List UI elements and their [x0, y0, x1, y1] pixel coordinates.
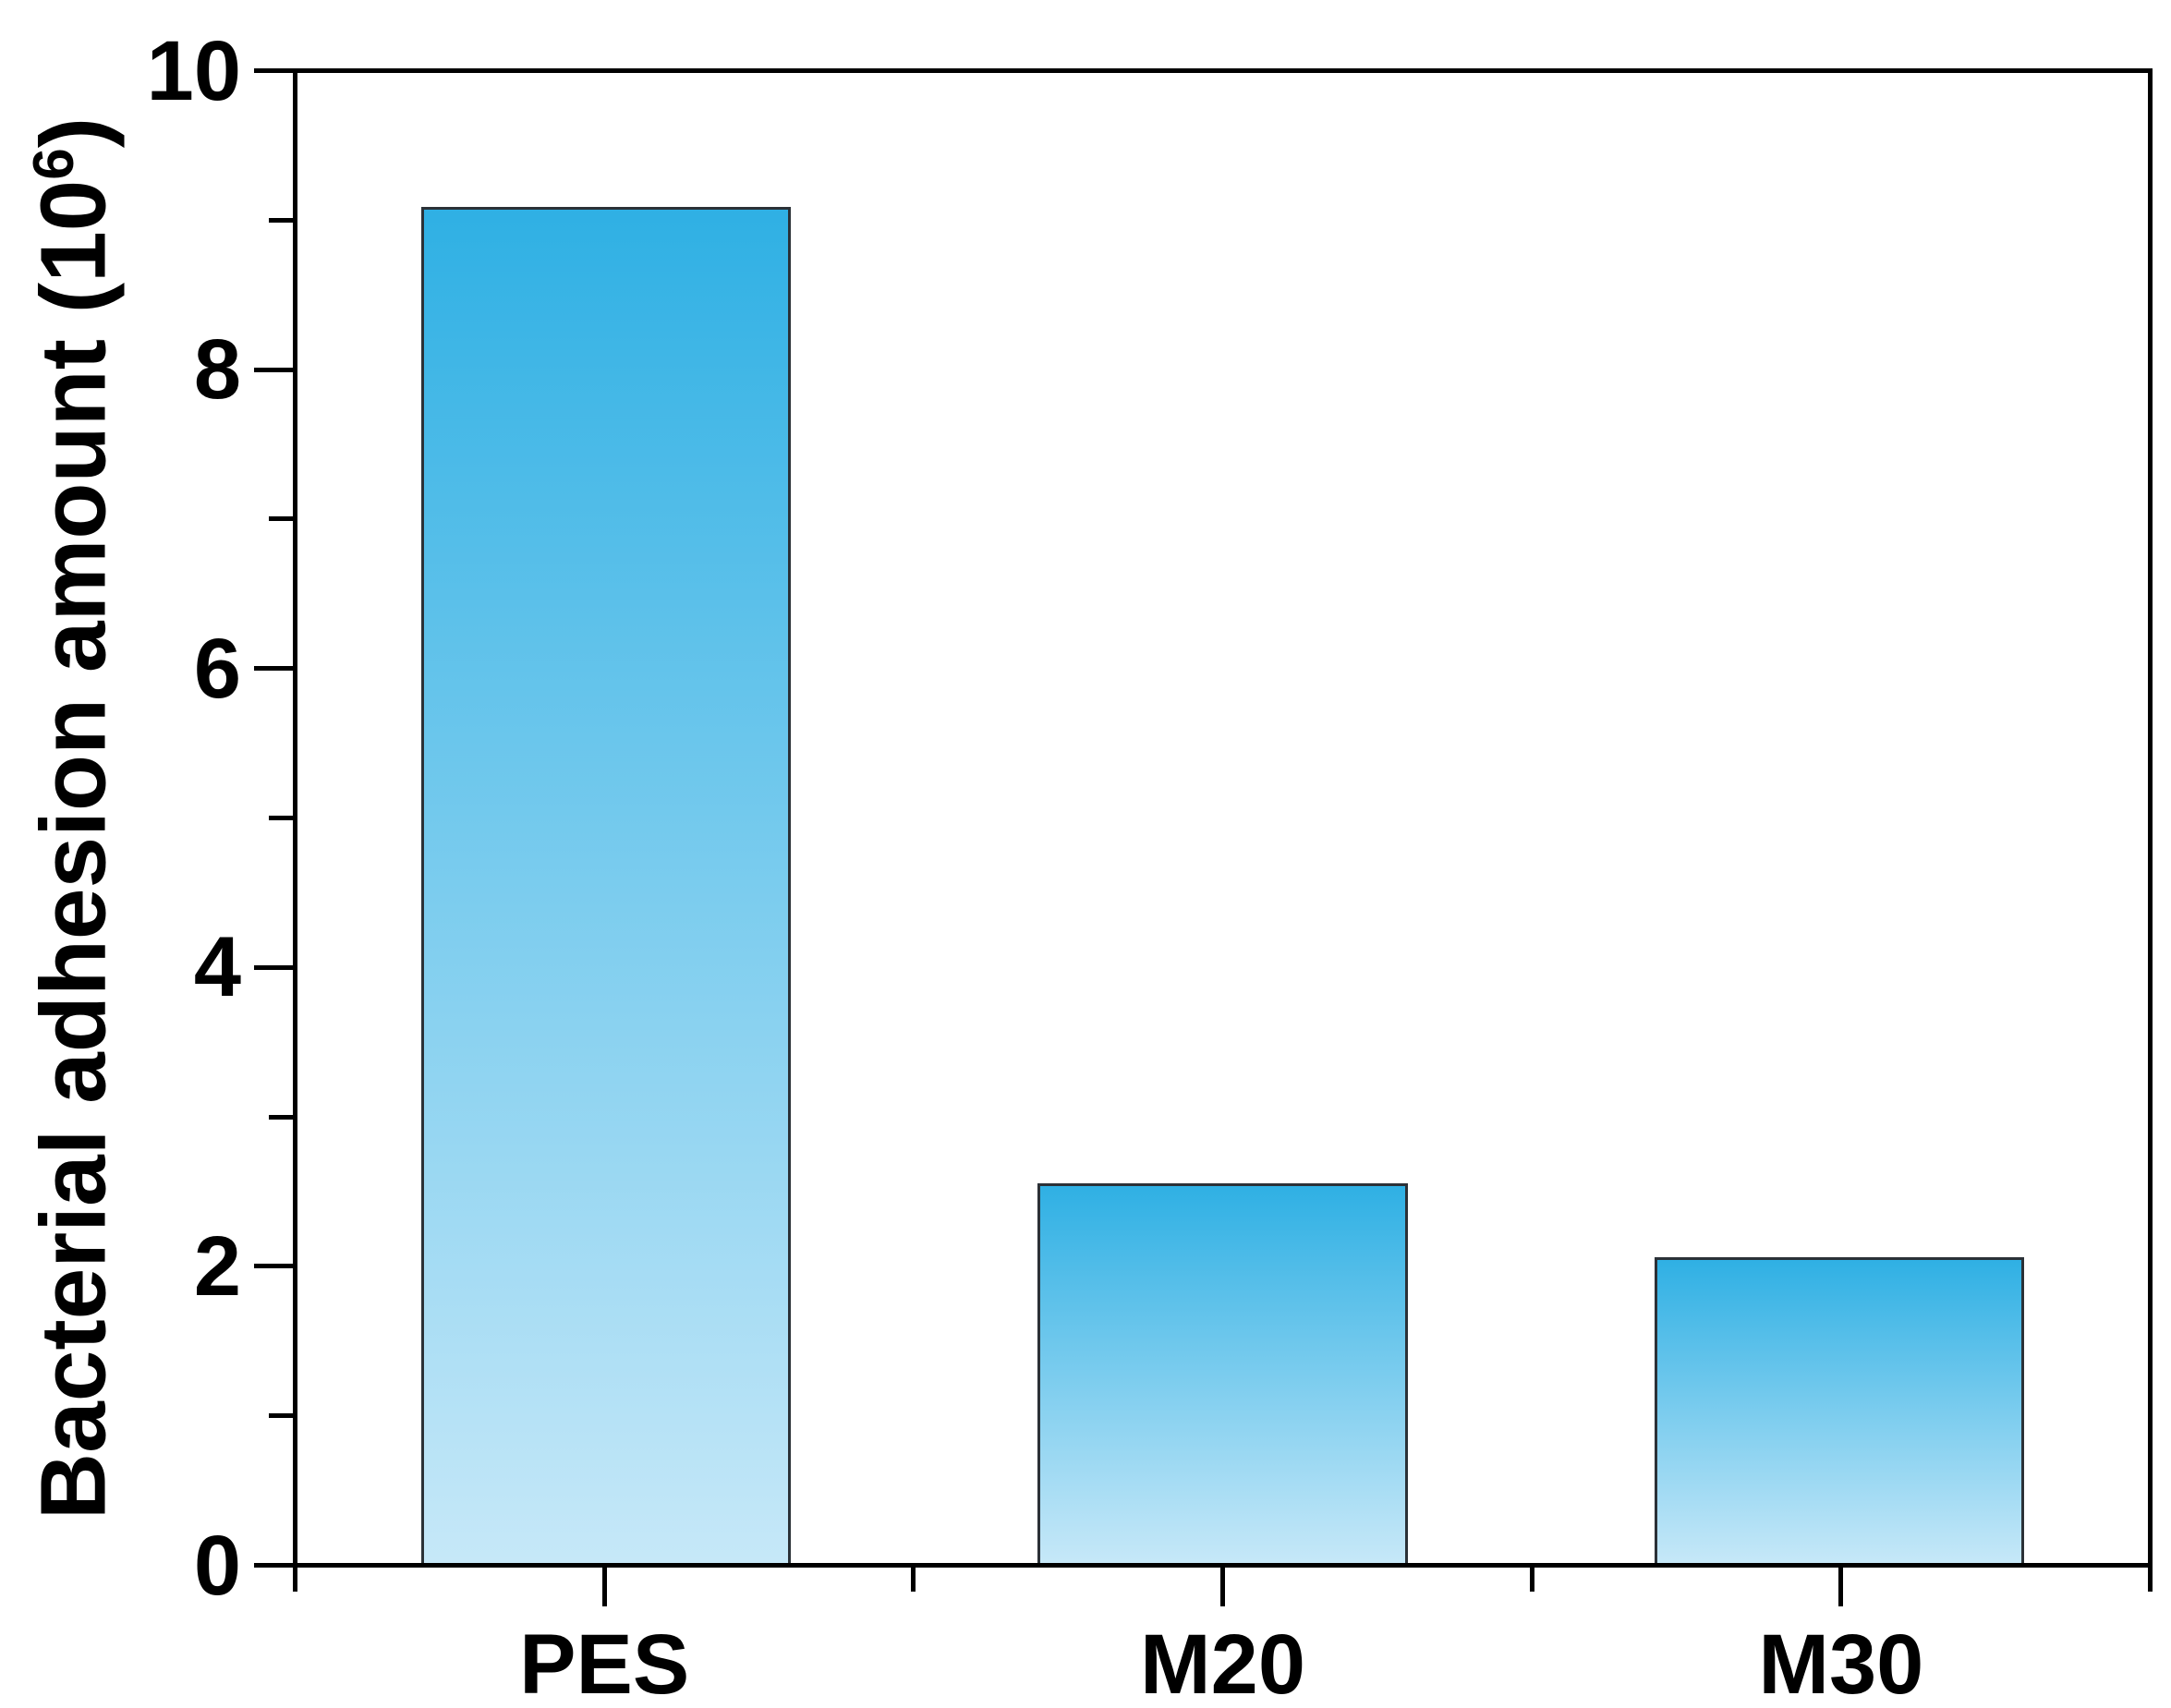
x-major-tick [1220, 1568, 1225, 1606]
x-major-tick [601, 1568, 607, 1606]
y-tick-label-0: 0 [193, 1518, 241, 1613]
x-major-tick [1838, 1568, 1844, 1606]
y-minor-tick [269, 1413, 293, 1419]
x-minor-tick [2148, 1568, 2153, 1592]
y-major-tick [254, 367, 293, 372]
y-minor-tick [269, 217, 293, 223]
y-major-tick [254, 666, 293, 672]
x-minor-tick [911, 1568, 916, 1592]
y-major-tick [254, 964, 293, 970]
y-tick-label-4: 4 [193, 920, 241, 1015]
y-minor-tick [269, 516, 293, 522]
y-tick-label-10: 10 [146, 23, 241, 118]
bar-pes [420, 207, 792, 1563]
y-major-tick [254, 68, 293, 73]
plot-area [293, 68, 2153, 1568]
x-minor-tick [293, 1568, 297, 1592]
y-tick-label-6: 6 [193, 621, 241, 716]
y-minor-tick [269, 816, 293, 820]
x-tick-label-pes: PES [519, 1617, 690, 1708]
bar-m20 [1037, 1182, 1408, 1563]
x-tick-label-m30: M30 [1758, 1617, 1924, 1708]
y-axis-title-superscript: 6 [22, 148, 87, 180]
bar-m30 [1654, 1257, 2025, 1563]
x-tick-label-m20: M20 [1140, 1617, 1305, 1708]
x-minor-tick [1529, 1568, 1534, 1592]
y-tick-label-2: 2 [193, 1218, 241, 1314]
y-tick-label-8: 8 [193, 322, 241, 418]
y-major-tick [254, 1264, 293, 1269]
y-minor-tick [269, 1114, 293, 1120]
y-major-tick [254, 1563, 293, 1568]
bars-layer [297, 73, 2148, 1563]
